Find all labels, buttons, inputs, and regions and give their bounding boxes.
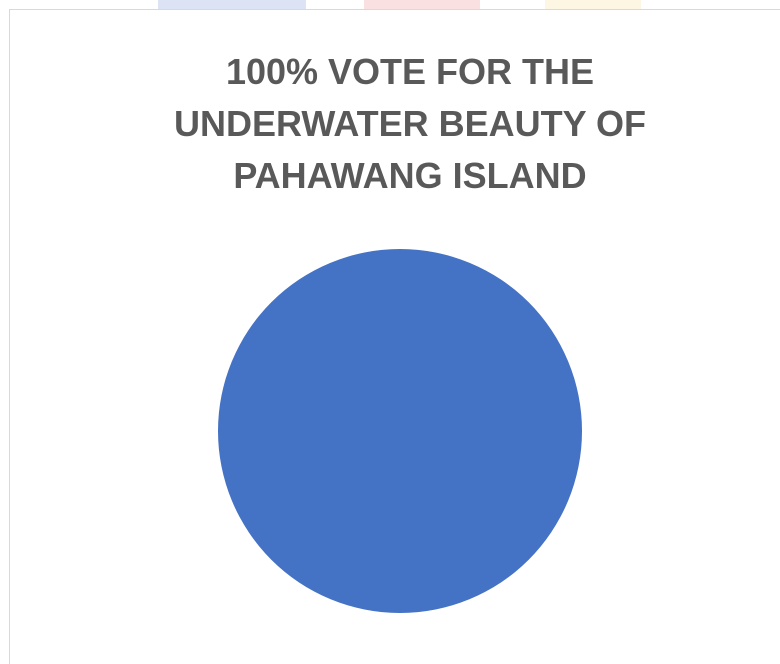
- background-strip-blue: [158, 0, 306, 10]
- background-strip-yellow: [545, 0, 641, 10]
- pie-slices: [218, 249, 582, 613]
- background-strip-red: [364, 0, 480, 10]
- chart-title: 100% VOTE FOR THE UNDERWATER BEAUTY OF P…: [173, 51, 647, 196]
- pie-slice: [218, 249, 582, 613]
